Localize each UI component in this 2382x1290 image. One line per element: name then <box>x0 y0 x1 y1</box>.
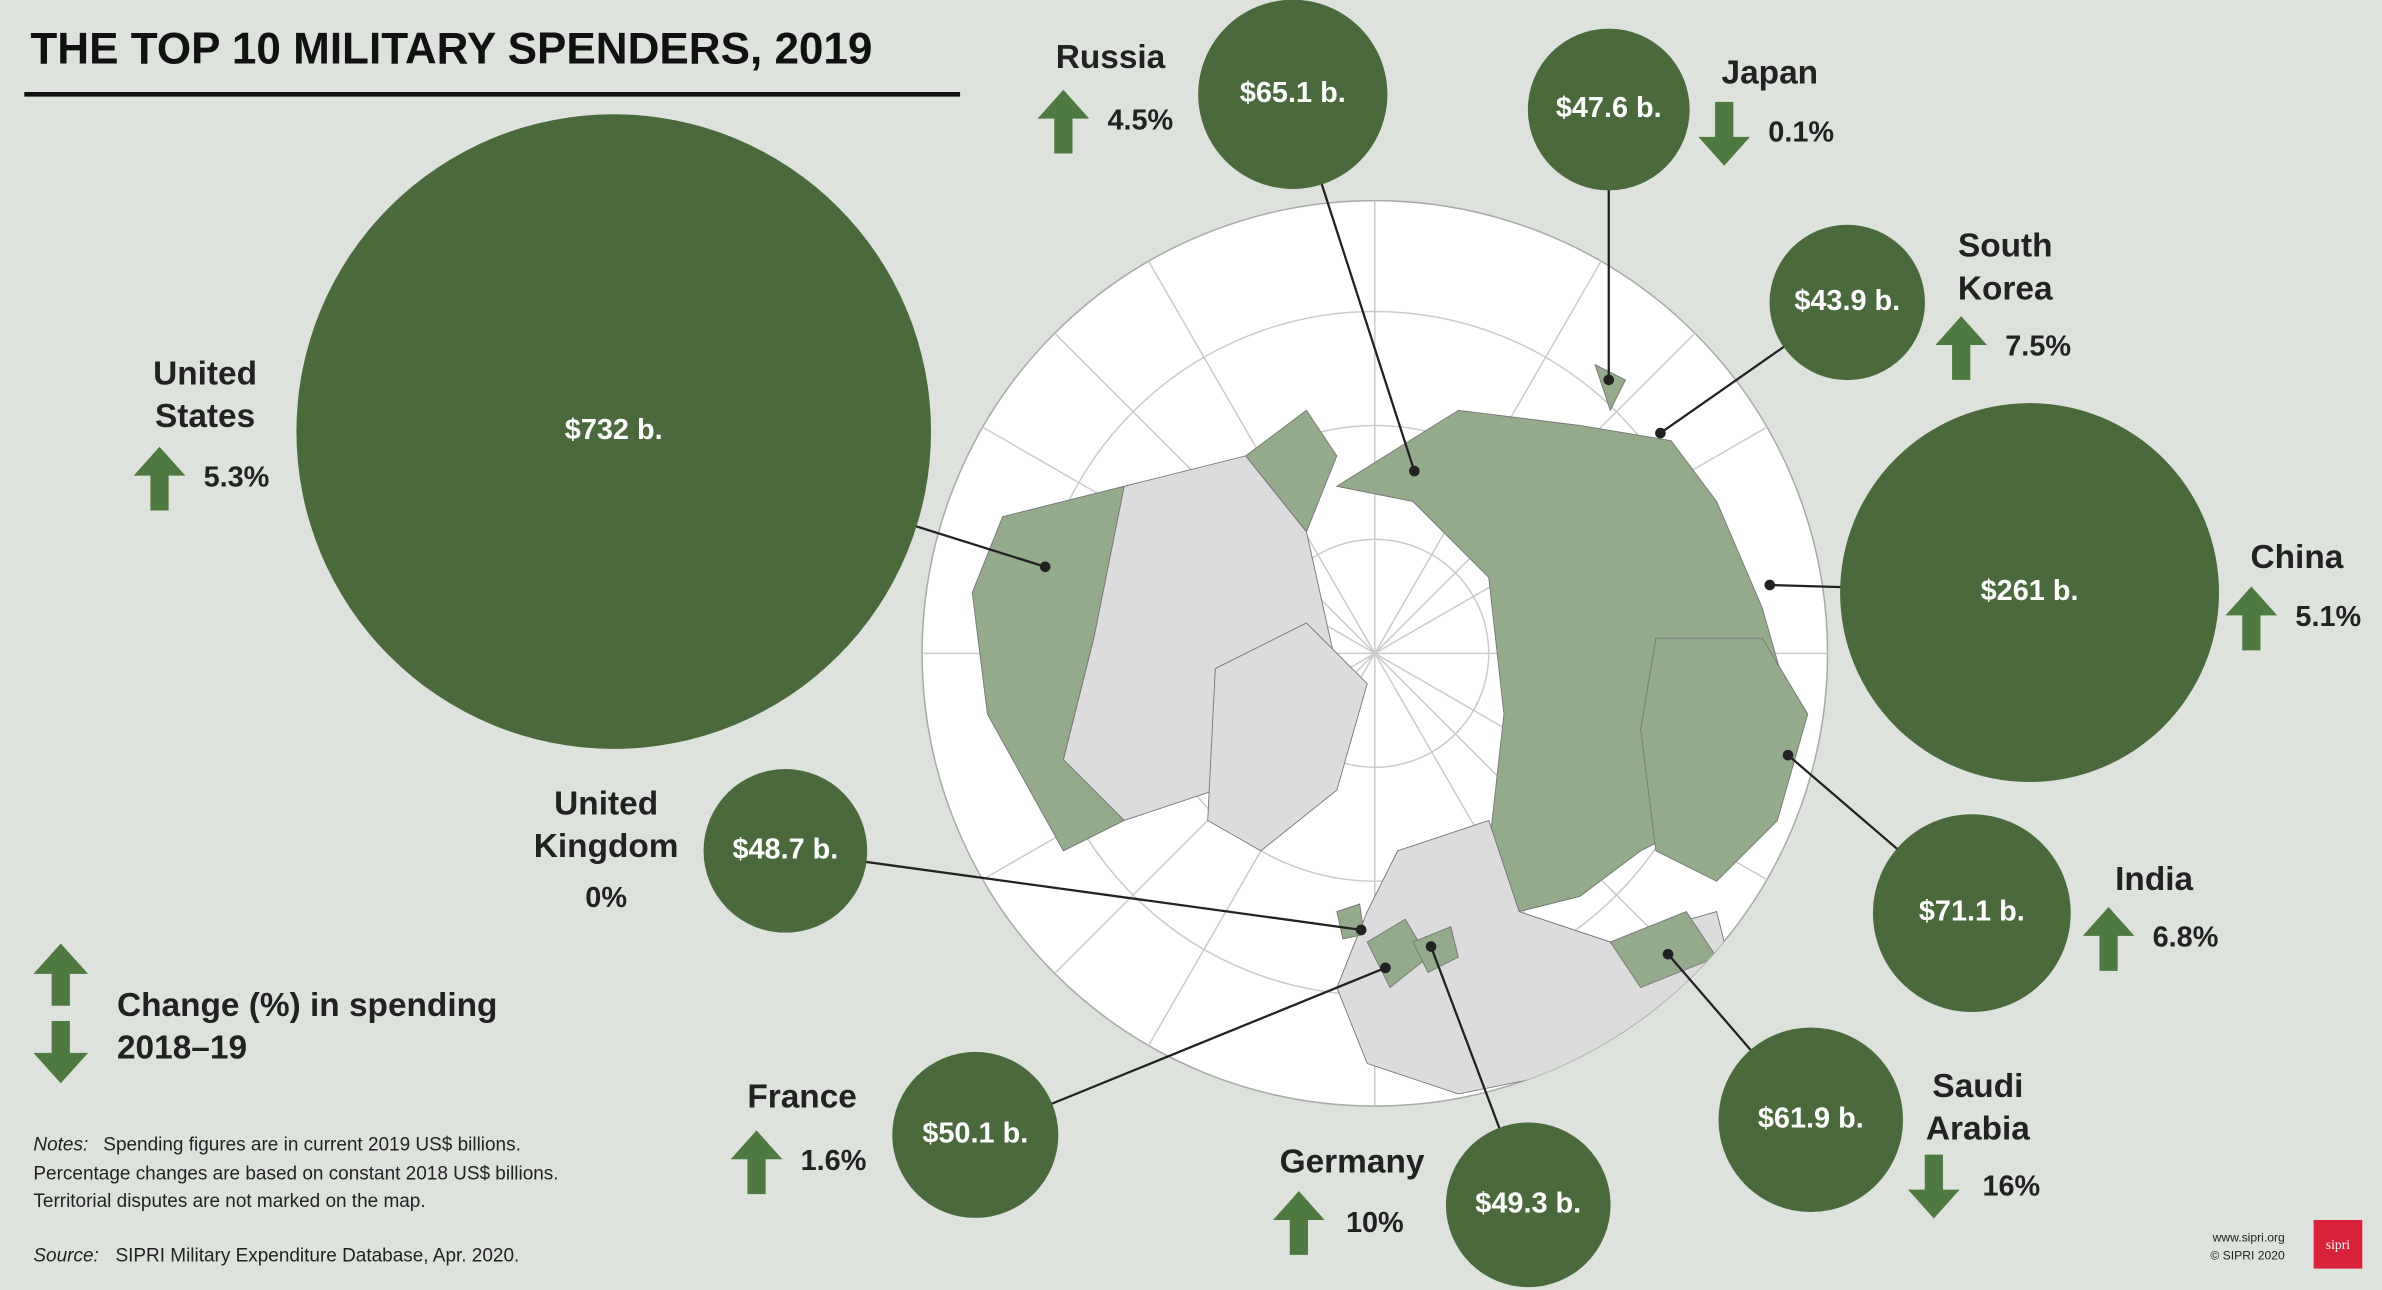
country-name: United Kingdom <box>534 785 679 865</box>
change-arrow <box>730 1130 783 1195</box>
country-name: India <box>2115 861 2193 898</box>
legend: Change (%) in spending 2018–19 <box>33 943 497 1084</box>
map-dot <box>1380 962 1391 974</box>
bubble-label: $43.9 b. <box>1794 285 1900 317</box>
bubble-label: $50.1 b. <box>922 1118 1028 1150</box>
map-dot <box>1782 749 1794 761</box>
bubble <box>1718 1027 1904 1212</box>
globe <box>921 199 1829 1107</box>
change-label: 5.1% <box>2295 601 2361 633</box>
map-dot <box>1655 427 1666 439</box>
source-label: Source: <box>33 1245 98 1266</box>
legend-label: Change (%) in spending <box>117 987 497 1024</box>
bubble-label: $49.3 b. <box>1475 1187 1581 1219</box>
bubble-label: $61.9 b. <box>1758 1102 1864 1134</box>
bubble-label: $71.1 b. <box>1919 896 2025 928</box>
country-name: South Korea <box>1958 228 2053 308</box>
change-arrow <box>1698 101 1751 166</box>
change-label: 16% <box>1982 1171 2040 1203</box>
footer-copyright: © SIPRI 2020 <box>2210 1249 2285 1263</box>
country-name: China <box>2251 539 2344 576</box>
legend-up-arrow <box>33 943 89 1006</box>
change-label: 7.5% <box>2005 331 2071 363</box>
bubble <box>703 769 868 933</box>
map-dot <box>1039 561 1051 573</box>
bubble-label: $65.1 b. <box>1240 77 1346 109</box>
change-arrow <box>1037 89 1090 154</box>
map-dot <box>1662 948 1674 960</box>
bubble <box>1872 814 2071 1013</box>
map-dot <box>1425 941 1437 952</box>
note-line: Percentage changes are based on constant… <box>33 1163 558 1184</box>
logo-box <box>2313 1219 2363 1269</box>
bubble <box>1198 0 1388 189</box>
map-dot <box>1764 579 1776 591</box>
change-arrow <box>1935 316 1988 380</box>
bubble-label: $47.6 b. <box>1556 92 1662 124</box>
source-text: SIPRI Military Expenditure Database, Apr… <box>115 1245 519 1266</box>
change-arrow <box>1273 1191 1325 1255</box>
bubble <box>1527 28 1690 191</box>
bubble <box>892 1051 1059 1218</box>
legend-label: 2018–19 <box>117 1030 247 1067</box>
bubble-label: $732 b. <box>565 414 663 446</box>
footer-url: www.sipri.org <box>2212 1230 2285 1244</box>
bubble <box>1445 1122 1611 1288</box>
leader-line <box>785 849 1362 931</box>
chart-title: THE TOP 10 MILITARY SPENDERS, 2019 <box>30 24 872 73</box>
bubble-label: $48.7 b. <box>732 833 838 865</box>
change-label: 10% <box>1346 1207 1404 1239</box>
change-label: 6.8% <box>2153 922 2219 954</box>
country-name: Germany <box>1280 1144 1425 1181</box>
note-line: Spending figures are in current 2019 US$… <box>103 1135 521 1156</box>
map-dot <box>1603 374 1615 386</box>
bubble <box>1769 224 1925 381</box>
change-arrow <box>133 446 186 511</box>
notes: Notes: Spending figures are in current 2… <box>33 1135 558 1267</box>
change-label: 4.5% <box>1107 104 1173 136</box>
bubble <box>296 114 932 749</box>
country-name: France <box>747 1078 857 1115</box>
map-dot <box>1355 924 1367 936</box>
change-arrow <box>2225 586 2278 651</box>
change-arrow <box>1908 1154 1960 1219</box>
bubble <box>1840 403 2220 783</box>
change-label: 1.6% <box>801 1145 867 1177</box>
country-name: Japan <box>1722 54 1819 91</box>
change-arrow <box>2082 907 2135 971</box>
bubbles: $732 b. United States 5.3% $48.7 b. United Kin… <box>133 0 2361 1288</box>
note-line: Territorial disputes are not marked on t… <box>33 1191 425 1212</box>
country-name: United States <box>153 355 257 435</box>
map-dot <box>1408 465 1420 477</box>
country-name: Russia <box>1056 39 1166 76</box>
logo: sipri <box>2326 1237 2350 1252</box>
legend-down-arrow <box>33 1020 89 1084</box>
change-label: 5.3% <box>204 461 270 493</box>
notes-label: Notes: <box>33 1135 88 1156</box>
bubble-label: $261 b. <box>1981 575 2079 607</box>
change-label: 0.1% <box>1768 116 1834 148</box>
country-name: Saudi Arabia <box>1926 1068 2030 1148</box>
change-label: 0% <box>585 882 627 914</box>
